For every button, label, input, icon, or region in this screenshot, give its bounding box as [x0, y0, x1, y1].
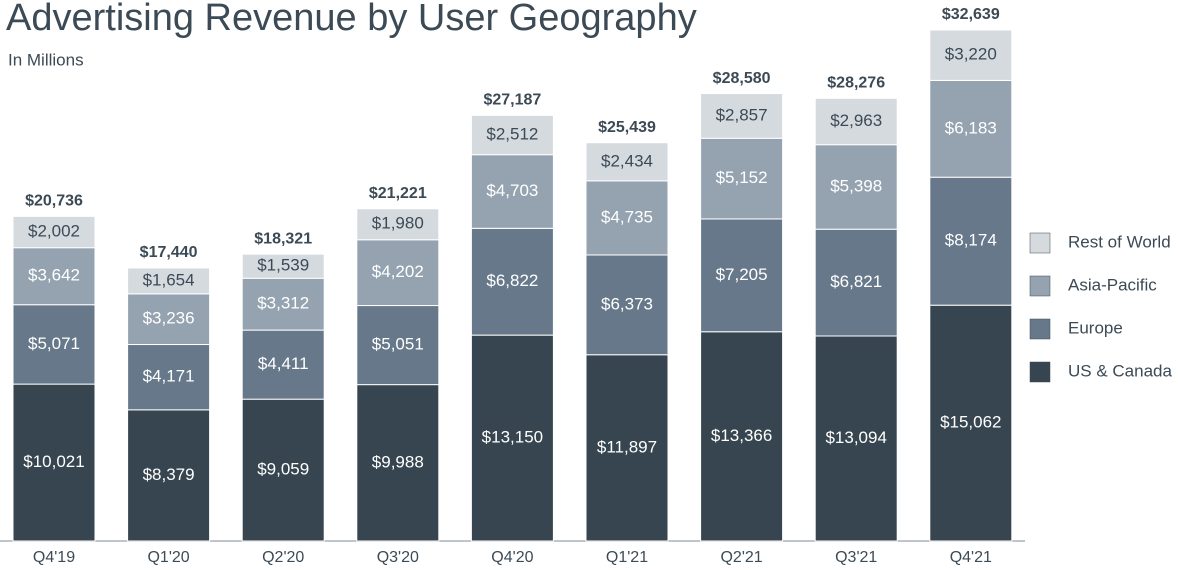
- value-label: $2,434: [601, 151, 653, 170]
- value-label: $2,002: [28, 222, 80, 241]
- bar-segment: [12, 304, 96, 385]
- value-label: $2,512: [486, 125, 538, 144]
- chart-subtitle: In Millions: [8, 50, 84, 69]
- value-label: $8,379: [143, 465, 195, 484]
- bar-segment: [127, 293, 211, 346]
- bar-segment: [700, 218, 784, 333]
- bar-segment: [470, 334, 554, 542]
- bar-segment: [356, 208, 440, 241]
- value-label: $13,094: [825, 428, 886, 447]
- bar-segment: [814, 97, 898, 146]
- value-label: $3,312: [257, 294, 309, 313]
- value-label: $13,366: [711, 426, 772, 445]
- value-label: $5,051: [372, 335, 424, 354]
- value-label: $10,021: [23, 452, 84, 471]
- value-label: $6,373: [601, 294, 653, 313]
- legend-label: Rest of World: [1068, 232, 1171, 251]
- value-label: $6,822: [486, 271, 538, 290]
- bar-segment: [585, 354, 669, 542]
- x-tick-label: Q3'21: [835, 549, 877, 566]
- legend-swatch: [1029, 275, 1051, 297]
- x-tick-label: Q4'20: [491, 549, 533, 566]
- value-label: $4,735: [601, 207, 653, 226]
- bar-segment: [585, 142, 669, 182]
- value-label: $9,988: [372, 452, 424, 471]
- total-label: $32,639: [942, 6, 1000, 23]
- value-label: $15,062: [940, 413, 1001, 432]
- x-tick-label: Q2'21: [720, 549, 762, 566]
- legend-swatch: [1029, 232, 1051, 254]
- value-label: $4,703: [486, 181, 538, 200]
- value-label: $3,220: [945, 45, 997, 64]
- x-tick-label: Q4'21: [950, 549, 992, 566]
- value-label: $2,963: [830, 111, 882, 130]
- bar-segment: [700, 331, 784, 542]
- value-label: $13,150: [482, 428, 543, 447]
- x-tick-label: Q2'20: [262, 549, 304, 566]
- bar-segment: [12, 383, 96, 542]
- bar-segment: [929, 79, 1013, 178]
- bar-segment: [814, 144, 898, 230]
- legend-swatch: [1029, 318, 1051, 340]
- x-tick-label: Q3'20: [377, 549, 419, 566]
- x-tick-label: Q1'21: [606, 549, 648, 566]
- bar-segment: [241, 277, 325, 331]
- bar-segment: [585, 180, 669, 256]
- legend-label: Asia-Pacific: [1068, 275, 1157, 294]
- total-label: $27,187: [483, 92, 541, 109]
- bar-segment: [127, 409, 211, 542]
- value-label: $4,171: [143, 367, 195, 386]
- bar-segment: [929, 29, 1013, 81]
- bar-segment: [356, 384, 440, 542]
- bar-segment: [814, 228, 898, 337]
- bar-segment: [700, 93, 784, 139]
- value-label: $11,897: [597, 437, 657, 456]
- legend-label: US & Canada: [1068, 361, 1172, 380]
- value-label: $4,411: [258, 354, 309, 373]
- value-label: $4,202: [372, 262, 424, 281]
- total-label: $17,440: [140, 244, 198, 261]
- bar-segment: [470, 154, 554, 229]
- value-label: $8,174: [945, 231, 997, 250]
- legend-label: Europe: [1068, 318, 1123, 337]
- bar-segment: [241, 329, 325, 400]
- total-label: $28,580: [713, 70, 771, 87]
- bar-segment: [700, 137, 784, 220]
- bar-segment: [814, 335, 898, 542]
- total-label: $28,276: [827, 75, 885, 92]
- bar-segment: [470, 227, 554, 336]
- bar-segment: [470, 114, 554, 156]
- x-tick-label: Q1'20: [147, 549, 189, 566]
- bar-segment: [12, 215, 96, 249]
- value-label: $3,236: [143, 309, 195, 328]
- chart-title: Advertising Revenue by User Geography: [6, 0, 697, 39]
- value-label: $5,071: [28, 334, 80, 353]
- bar-segment: [356, 305, 440, 386]
- value-label: $1,654: [143, 270, 195, 289]
- bar-segment: [127, 344, 211, 411]
- total-label: $18,321: [254, 230, 312, 247]
- value-label: $5,152: [716, 168, 768, 187]
- value-label: $7,205: [716, 265, 768, 284]
- value-label: $1,980: [372, 214, 424, 233]
- value-label: $3,642: [28, 266, 80, 285]
- bar-segment: [356, 239, 440, 307]
- legend-swatch: [1029, 361, 1051, 383]
- bar-segment: [585, 254, 669, 356]
- bar-segment: [241, 398, 325, 542]
- total-label: $25,439: [598, 119, 656, 136]
- x-tick-label: Q4'19: [33, 549, 75, 566]
- value-label: $6,183: [945, 118, 997, 137]
- value-label: $1,539: [257, 256, 309, 275]
- bar-segment: [241, 253, 325, 279]
- total-label: $21,221: [369, 185, 427, 202]
- total-label: $20,736: [25, 193, 83, 210]
- value-label: $9,059: [257, 460, 309, 479]
- value-label: $2,857: [716, 105, 768, 124]
- bar-segment: [127, 267, 211, 295]
- value-label: $6,821: [830, 272, 882, 291]
- value-label: $5,398: [830, 176, 882, 195]
